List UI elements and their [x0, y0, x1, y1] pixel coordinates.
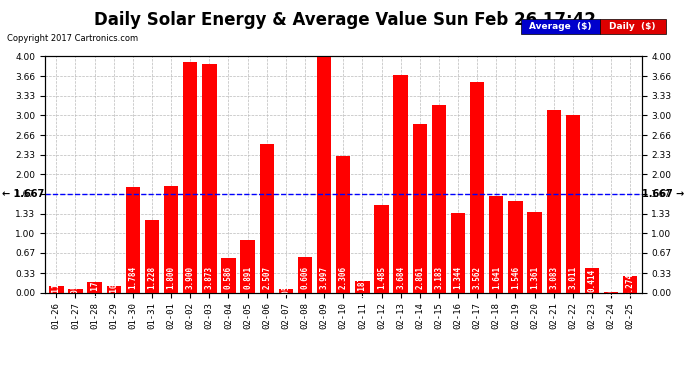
- Text: 0.274: 0.274: [626, 273, 635, 296]
- Text: 0.586: 0.586: [224, 266, 233, 289]
- Text: 1.641: 1.641: [492, 266, 501, 289]
- Text: 0.051: 0.051: [282, 279, 290, 303]
- Bar: [470, 82, 484, 292]
- Text: 1.344: 1.344: [453, 266, 462, 289]
- Text: 3.873: 3.873: [205, 266, 214, 289]
- Text: 0.105: 0.105: [109, 278, 118, 301]
- Text: ← 1.667: ← 1.667: [2, 189, 45, 199]
- Bar: [566, 115, 580, 292]
- Bar: [413, 123, 427, 292]
- Bar: [145, 220, 159, 292]
- Bar: [202, 64, 217, 292]
- Text: 3.083: 3.083: [549, 266, 558, 289]
- Bar: [432, 105, 446, 292]
- Bar: [164, 186, 178, 292]
- Bar: [259, 144, 274, 292]
- Bar: [126, 187, 140, 292]
- Text: 3.183: 3.183: [435, 266, 444, 289]
- Bar: [509, 201, 522, 292]
- Bar: [240, 240, 255, 292]
- Text: 3.997: 3.997: [319, 266, 328, 289]
- Bar: [183, 62, 197, 292]
- Bar: [585, 268, 599, 292]
- Bar: [393, 75, 408, 292]
- Bar: [298, 257, 312, 292]
- Text: 1.485: 1.485: [377, 266, 386, 289]
- Bar: [106, 286, 121, 292]
- Text: Daily  ($): Daily ($): [609, 22, 656, 31]
- Text: 0.606: 0.606: [301, 266, 310, 289]
- Text: 1.667 →: 1.667 →: [642, 189, 684, 199]
- Text: 0.011: 0.011: [607, 280, 615, 304]
- Bar: [336, 156, 351, 292]
- Text: 3.684: 3.684: [396, 266, 405, 289]
- Text: 1.800: 1.800: [166, 266, 176, 289]
- Text: 2.306: 2.306: [339, 266, 348, 289]
- Bar: [317, 56, 331, 292]
- Text: 2.861: 2.861: [415, 266, 424, 289]
- Text: 0.177: 0.177: [90, 276, 99, 299]
- Bar: [355, 282, 370, 292]
- Text: 0.058: 0.058: [71, 279, 80, 302]
- Text: 1.361: 1.361: [530, 266, 539, 289]
- Text: 0.891: 0.891: [243, 266, 252, 289]
- Text: 1.546: 1.546: [511, 266, 520, 289]
- Bar: [88, 282, 101, 292]
- Text: 3.011: 3.011: [569, 266, 578, 289]
- Text: 3.562: 3.562: [473, 266, 482, 289]
- Text: 0.414: 0.414: [587, 269, 596, 292]
- Bar: [221, 258, 236, 292]
- Bar: [451, 213, 465, 292]
- Bar: [527, 212, 542, 292]
- Bar: [279, 290, 293, 292]
- Bar: [623, 276, 638, 292]
- Text: 1.228: 1.228: [148, 266, 157, 289]
- Text: Average  ($): Average ($): [529, 22, 591, 31]
- Text: 3.900: 3.900: [186, 266, 195, 289]
- Text: 1.784: 1.784: [128, 266, 137, 289]
- Text: Daily Solar Energy & Average Value Sun Feb 26 17:42: Daily Solar Energy & Average Value Sun F…: [94, 11, 596, 29]
- Text: 0.116: 0.116: [52, 278, 61, 301]
- Bar: [68, 289, 83, 292]
- Text: Copyright 2017 Cartronics.com: Copyright 2017 Cartronics.com: [7, 34, 138, 43]
- Text: 2.507: 2.507: [262, 266, 271, 289]
- Bar: [489, 196, 504, 292]
- Bar: [546, 110, 561, 292]
- Text: 0.187: 0.187: [358, 275, 367, 298]
- Bar: [375, 205, 388, 292]
- Bar: [49, 286, 63, 292]
